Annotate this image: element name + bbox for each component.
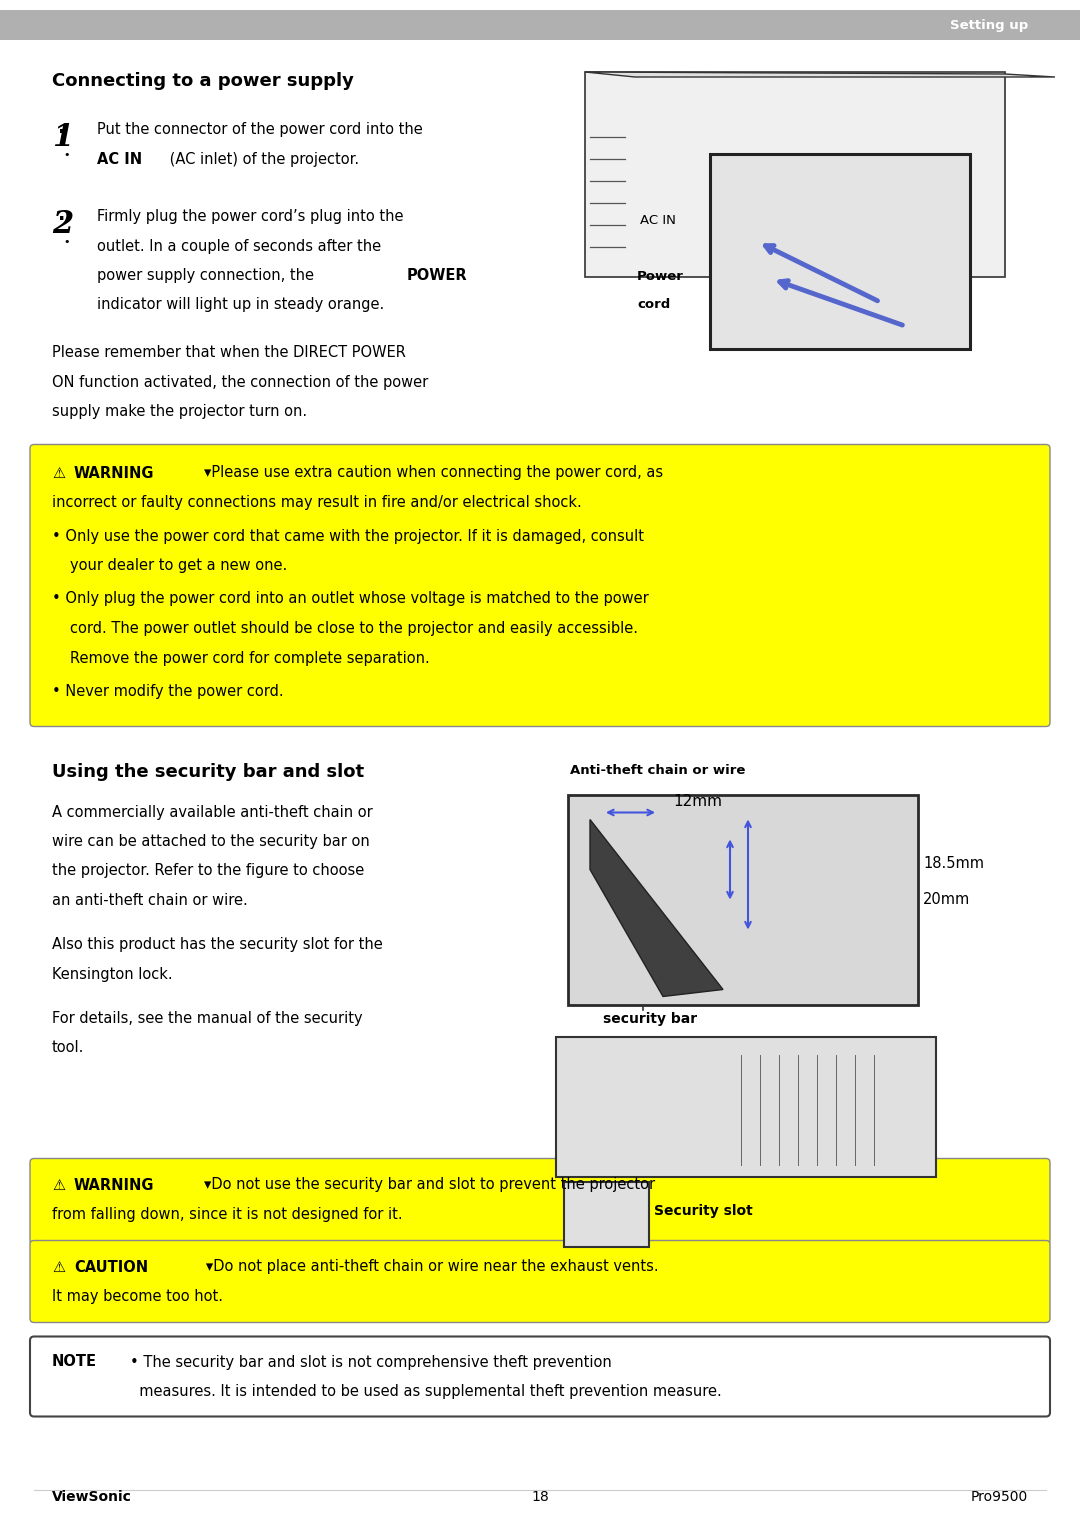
Text: security bar: security bar <box>603 1013 697 1026</box>
Text: your dealer to get a new one.: your dealer to get a new one. <box>70 558 287 573</box>
Text: For details, see the manual of the security: For details, see the manual of the secur… <box>52 1011 363 1026</box>
Bar <box>568 795 918 1005</box>
Text: 18: 18 <box>531 1491 549 1504</box>
Text: • Only use the power cord that came with the projector. If it is damaged, consul: • Only use the power cord that came with… <box>52 529 644 544</box>
Text: Please remember that when the DIRECT POWER: Please remember that when the DIRECT POW… <box>52 345 406 360</box>
Text: •: • <box>63 237 69 247</box>
Text: • Never modify the power cord.: • Never modify the power cord. <box>52 683 284 699</box>
Text: cord: cord <box>637 299 671 311</box>
Text: AC IN: AC IN <box>640 214 676 227</box>
Text: Firmly plug the power cord’s plug into the: Firmly plug the power cord’s plug into t… <box>97 208 404 224</box>
Text: wire can be attached to the security bar on: wire can be attached to the security bar… <box>52 833 369 849</box>
Bar <box>710 155 970 349</box>
Text: Remove the power cord for complete separation.: Remove the power cord for complete separ… <box>70 651 430 665</box>
Text: ▾Do not place anti-theft chain or wire near the exhaust vents.: ▾Do not place anti-theft chain or wire n… <box>192 1259 659 1275</box>
Text: ▾Please use extra caution when connecting the power cord, as: ▾Please use extra caution when connectin… <box>204 466 663 481</box>
Text: outlet. In a couple of seconds after the: outlet. In a couple of seconds after the <box>97 239 381 253</box>
FancyBboxPatch shape <box>30 444 1050 726</box>
Polygon shape <box>585 72 1055 77</box>
Text: the projector. Refer to the figure to choose: the projector. Refer to the figure to ch… <box>52 864 364 878</box>
Text: .: . <box>58 118 66 136</box>
Text: ViewSonic: ViewSonic <box>52 1491 132 1504</box>
Text: 20mm: 20mm <box>923 893 970 907</box>
Text: 12mm: 12mm <box>673 795 723 809</box>
Text: AC IN: AC IN <box>97 152 143 167</box>
Bar <box>564 1181 649 1247</box>
Text: •: • <box>63 150 69 159</box>
Text: Anti-theft chain or wire: Anti-theft chain or wire <box>570 764 745 778</box>
Text: A commercially available anti-theft chain or: A commercially available anti-theft chai… <box>52 804 373 820</box>
Text: • Only plug the power cord into an outlet whose voltage is matched to the power: • Only plug the power cord into an outle… <box>52 591 649 607</box>
Text: from falling down, since it is not designed for it.: from falling down, since it is not desig… <box>52 1207 403 1223</box>
Text: ON function activated, the connection of the power: ON function activated, the connection of… <box>52 374 429 389</box>
Text: CAUTION: CAUTION <box>75 1259 148 1275</box>
Text: Also this product has the security slot for the: Also this product has the security slot … <box>52 938 382 953</box>
Text: Pro9500: Pro9500 <box>971 1491 1028 1504</box>
Text: WARNING: WARNING <box>75 466 154 481</box>
Text: Connecting to a power supply: Connecting to a power supply <box>52 72 354 90</box>
Polygon shape <box>590 820 723 996</box>
Text: Security slot: Security slot <box>654 1204 753 1218</box>
Text: measures. It is intended to be used as supplemental theft prevention measure.: measures. It is intended to be used as s… <box>130 1383 721 1399</box>
FancyBboxPatch shape <box>30 1158 1050 1244</box>
FancyBboxPatch shape <box>30 1336 1050 1417</box>
Text: 2: 2 <box>52 208 73 241</box>
Text: power supply connection, the: power supply connection, the <box>97 268 319 283</box>
Bar <box>0 11 1080 40</box>
Text: NOTE: NOTE <box>52 1354 97 1370</box>
Text: tool.: tool. <box>52 1040 84 1056</box>
Text: .: . <box>58 205 66 224</box>
Text: Put the connector of the power cord into the: Put the connector of the power cord into… <box>97 123 422 136</box>
Text: WARNING: WARNING <box>75 1178 154 1192</box>
Text: 18.5mm: 18.5mm <box>923 856 984 872</box>
Text: ▾Do not use the security bar and slot to prevent the projector: ▾Do not use the security bar and slot to… <box>204 1178 656 1192</box>
Text: Kensington lock.: Kensington lock. <box>52 967 173 982</box>
FancyBboxPatch shape <box>30 1241 1050 1322</box>
Text: ⚠: ⚠ <box>52 1259 65 1275</box>
Bar <box>556 1037 936 1177</box>
Text: It may become too hot.: It may become too hot. <box>52 1288 222 1304</box>
Text: an anti-theft chain or wire.: an anti-theft chain or wire. <box>52 893 247 908</box>
Text: ⚠: ⚠ <box>52 466 65 481</box>
Text: indicator will light up in steady orange.: indicator will light up in steady orange… <box>97 297 384 313</box>
Text: • The security bar and slot is not comprehensive theft prevention: • The security bar and slot is not compr… <box>130 1354 611 1370</box>
Text: incorrect or faulty connections may result in fire and/or electrical shock.: incorrect or faulty connections may resu… <box>52 495 582 510</box>
Text: supply make the projector turn on.: supply make the projector turn on. <box>52 404 307 418</box>
Text: POWER: POWER <box>407 268 468 283</box>
Text: Setting up: Setting up <box>949 18 1028 32</box>
Text: 1: 1 <box>52 123 73 153</box>
Text: ⚠: ⚠ <box>52 1178 65 1192</box>
Text: (AC inlet) of the projector.: (AC inlet) of the projector. <box>165 152 360 167</box>
Text: Power: Power <box>637 270 684 283</box>
Bar <box>585 72 1005 277</box>
Text: cord. The power outlet should be close to the projector and easily accessible.: cord. The power outlet should be close t… <box>70 620 638 636</box>
Text: Using the security bar and slot: Using the security bar and slot <box>52 763 364 780</box>
